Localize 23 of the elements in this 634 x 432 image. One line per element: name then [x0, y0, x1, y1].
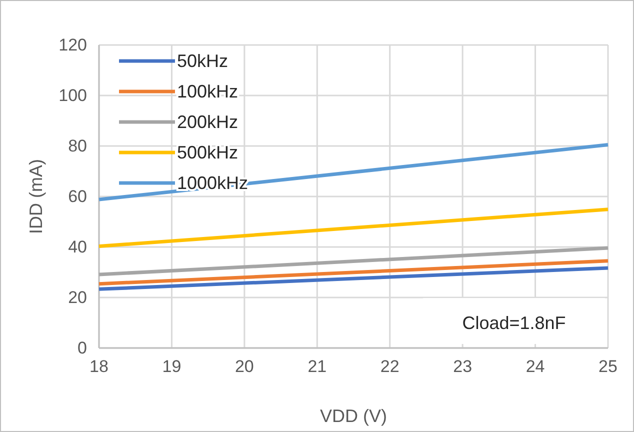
y-tick-label: 0 — [78, 338, 87, 358]
y-tick-label: 60 — [68, 186, 87, 206]
legend-label: 200kHz — [177, 112, 238, 132]
legend-label: 500kHz — [177, 142, 238, 162]
y-tick-label: 120 — [58, 35, 87, 54]
x-tick-label: 22 — [380, 357, 400, 376]
annotation: Cload=1.8nF — [462, 313, 566, 333]
y-axis-title: IDD (mA) — [26, 159, 46, 234]
x-tick-label: 23 — [453, 357, 472, 376]
note-box: Cload=1.8nF — [423, 298, 605, 344]
x-tick-label: 20 — [234, 357, 254, 376]
x-tick-label: 25 — [598, 357, 618, 376]
x-tick-label: 24 — [526, 357, 545, 376]
legend-label: 50kHz — [177, 51, 228, 71]
legend-label: 100kHz — [177, 82, 238, 102]
x-tick-label: 19 — [162, 357, 182, 376]
y-tick-label: 80 — [68, 136, 87, 156]
y-tick-label: 20 — [68, 288, 87, 307]
y-tick-label: 40 — [68, 237, 87, 256]
x-tick-label: 21 — [308, 357, 327, 376]
y-tick-label: 100 — [58, 86, 87, 105]
x-tick-label: 18 — [90, 357, 108, 376]
x-axis-title: VDD (V) — [320, 406, 387, 426]
